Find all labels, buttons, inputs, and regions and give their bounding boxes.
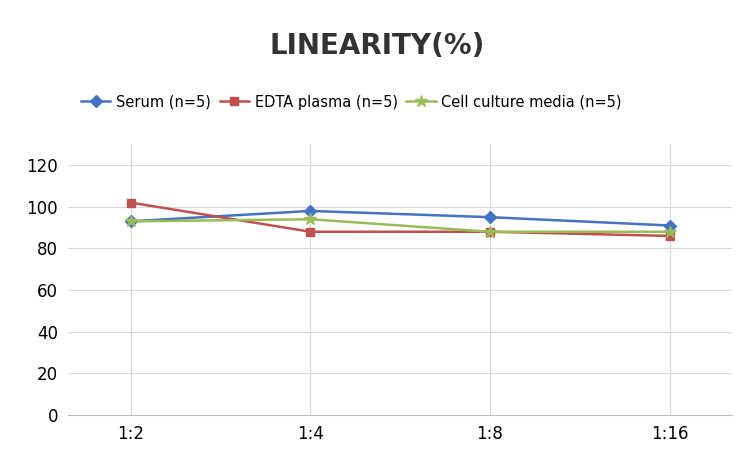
Legend: Serum (n=5), EDTA plasma (n=5), Cell culture media (n=5): Serum (n=5), EDTA plasma (n=5), Cell cul… bbox=[76, 89, 628, 115]
Line: EDTA plasma (n=5): EDTA plasma (n=5) bbox=[127, 198, 673, 240]
Line: Serum (n=5): Serum (n=5) bbox=[127, 207, 673, 230]
Cell culture media (n=5) bbox=[126, 219, 135, 224]
Cell culture media (n=5) bbox=[306, 216, 315, 222]
Serum (n=5) bbox=[665, 223, 674, 228]
Cell culture media (n=5) bbox=[665, 229, 674, 235]
Line: Cell culture media (n=5): Cell culture media (n=5) bbox=[125, 213, 676, 238]
EDTA plasma (n=5) bbox=[485, 229, 495, 235]
EDTA plasma (n=5) bbox=[306, 229, 315, 235]
Cell culture media (n=5) bbox=[485, 229, 495, 235]
EDTA plasma (n=5) bbox=[665, 233, 674, 239]
Serum (n=5) bbox=[306, 208, 315, 214]
Serum (n=5) bbox=[485, 215, 495, 220]
Text: LINEARITY(%): LINEARITY(%) bbox=[270, 32, 485, 60]
Serum (n=5) bbox=[126, 219, 135, 224]
EDTA plasma (n=5) bbox=[126, 200, 135, 205]
